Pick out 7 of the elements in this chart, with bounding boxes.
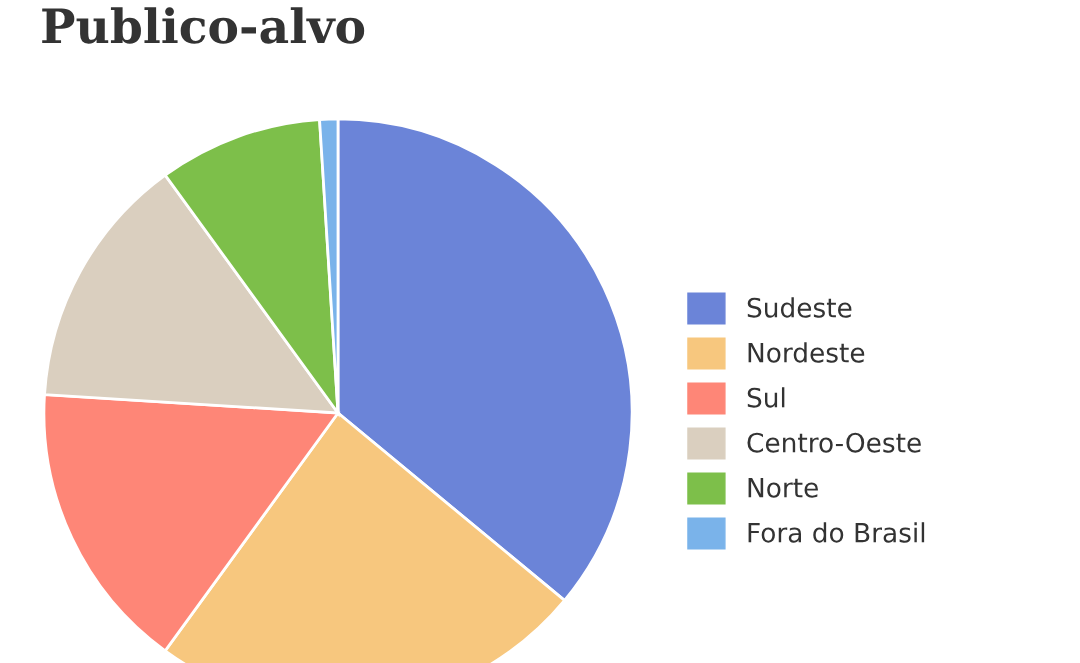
legend-label: Norte <box>748 478 818 498</box>
legend-label: Fora do Brasil <box>748 522 925 543</box>
legend-label: Sul <box>747 387 785 408</box>
legend-label: Nordeste <box>748 342 865 363</box>
chart-title: Publico-alvo <box>42 7 365 44</box>
legend-label: Centro-Oeste <box>747 432 921 453</box>
legend-label: Sudeste <box>747 297 852 318</box>
